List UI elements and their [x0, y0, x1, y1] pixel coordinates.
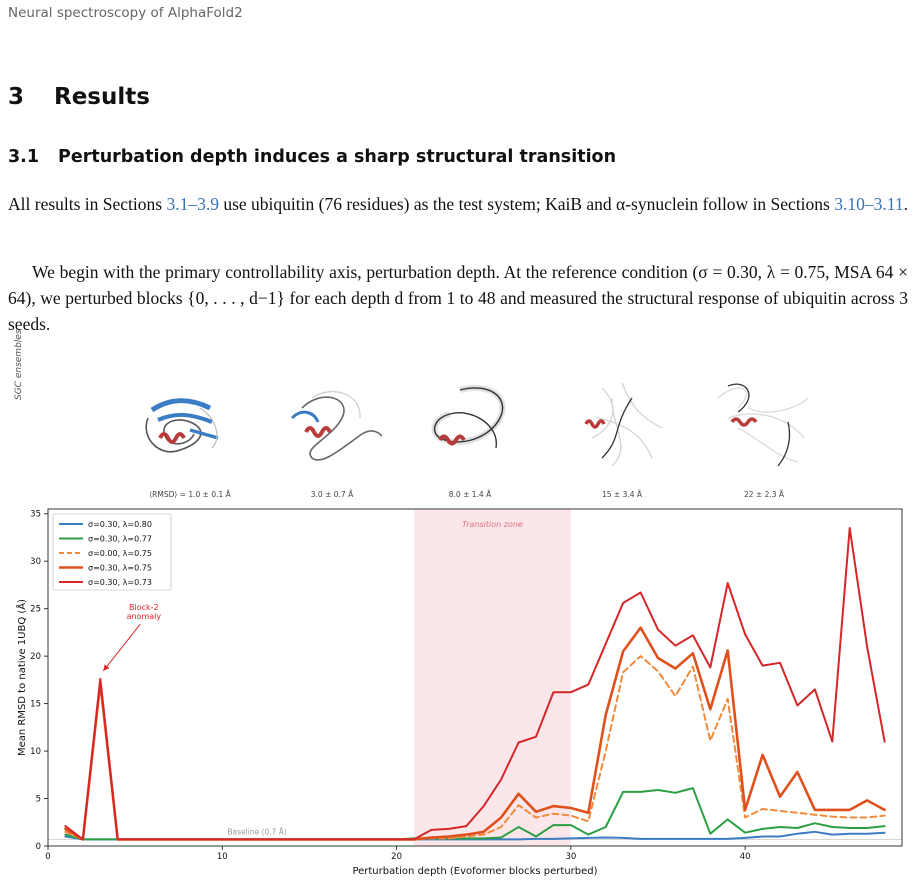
anomaly-arrow [102, 623, 141, 672]
ensemble-image-3 [431, 385, 506, 449]
legend-entry-5: σ=0.30, λ=0.73 [88, 578, 152, 587]
x-tick-label-0: 0 [45, 852, 50, 862]
anomaly-label-line2: anomaly [127, 612, 162, 621]
running-header: Neural spectroscopy of AlphaFold2 [8, 5, 243, 21]
ensemble-label-3: 8.0 ± 1.4 Å [448, 490, 492, 499]
y-axis-label: Mean RMSD to native 1UBQ (Å) [15, 599, 28, 756]
x-tick-label-40: 40 [740, 852, 751, 862]
paragraph-1: All results in Sections 3.1–3.9 use ubiq… [8, 191, 908, 217]
para1-text-b: use ubiquitin (76 residues) as the test … [218, 194, 835, 214]
ensemble-label-2: 3.0 ± 0.7 Å [310, 490, 354, 499]
anomaly-arrowhead [103, 664, 110, 671]
subsection-number: 3.1 [8, 147, 40, 167]
y-tick-label-30: 30 [30, 557, 41, 567]
legend-entry-4: σ=0.30, λ=0.75 [88, 564, 152, 573]
ensemble-image-1 [145, 398, 219, 453]
transition-zone-label: Transition zone [462, 520, 523, 529]
paragraph-2: We begin with the primary controllabilit… [8, 262, 908, 334]
anomaly-label-line1: Block-2 [129, 603, 159, 612]
x-axis-label: Perturbation depth (Evoformer blocks per… [352, 866, 597, 877]
ensemble-label-5: 22 ± 2.3 Å [743, 490, 785, 499]
series-line-5 [64, 527, 886, 841]
section-heading: 3 Results [8, 84, 150, 110]
para1-text-c: . [903, 194, 908, 214]
y-tick-label-20: 20 [30, 652, 41, 662]
y-tick-label-15: 15 [30, 700, 41, 710]
y-tick-label-25: 25 [30, 605, 41, 615]
series-group [64, 527, 886, 841]
legend-entry-3: σ=0.00, λ=0.75 [88, 549, 152, 558]
x-tick-label-20: 20 [391, 852, 402, 862]
section-ref-link-1[interactable]: 3.1–3.9 [166, 194, 219, 214]
section-ref-link-2[interactable]: 3.10–3.11 [834, 194, 904, 214]
section-number: 3 [8, 84, 25, 110]
plot-frame [47, 508, 903, 847]
x-tick-label-10: 10 [217, 852, 228, 862]
para1-text-a: All results in Sections [8, 194, 167, 214]
y-tick-label-35: 35 [30, 510, 41, 520]
baseline-label: Baseline (0.7 Å) [227, 827, 287, 836]
subsection-title: Perturbation depth induces a sharp struc… [58, 147, 617, 167]
legend: σ=0.30, λ=0.80 σ=0.30, λ=0.77 σ=0.00, λ=0.… [52, 513, 172, 591]
ensemble-label-4: 15 ± 3.4 Å [601, 490, 643, 499]
y-tick-label-5: 5 [36, 795, 41, 805]
x-tick-label-30: 30 [565, 852, 576, 862]
axes-group: 0 10 20 30 40 0 5 10 15 20 25 30 35 [30, 508, 903, 862]
ensemble-image-5 [717, 383, 808, 467]
y-tick-label-10: 10 [30, 747, 41, 757]
transition-zone-band [414, 509, 571, 846]
legend-box [52, 513, 172, 591]
legend-entry-2: σ=0.30, λ=0.77 [88, 535, 152, 544]
ensemble-image-4 [584, 382, 663, 467]
legend-entry-1: σ=0.30, λ=0.80 [88, 520, 152, 529]
section-title: Results [54, 84, 150, 110]
y-tick-label-0: 0 [36, 842, 41, 852]
subsection-heading: 3.1 Perturbation depth induces a sharp st… [8, 147, 616, 167]
ensemble-image-2 [290, 391, 382, 461]
ensemble-label-1: ⟨RMSD⟩ = 1.0 ± 0.1 Å [149, 490, 231, 499]
